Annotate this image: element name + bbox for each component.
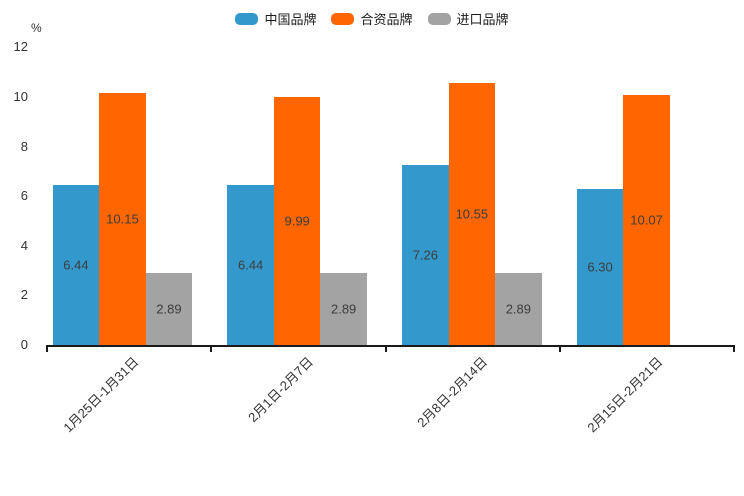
bar-china-brand-0[interactable]: 6.44 xyxy=(52,185,100,345)
x-axis-tick-mark xyxy=(209,347,212,352)
legend-item-import-brand[interactable]: 进口品牌 xyxy=(427,9,509,28)
x-category-label-2: 2月8日-2月14日 xyxy=(414,354,491,431)
bar-value-label: 9.99 xyxy=(284,213,310,229)
x-category-label-1: 2月1日-2月7日 xyxy=(244,354,316,426)
y-tick-label: 0 xyxy=(20,337,28,352)
bar-joint-venture-brand-1[interactable]: 9.99 xyxy=(273,97,321,345)
x-axis-tick-mark xyxy=(559,347,562,352)
legend-label-import-brand: 进口品牌 xyxy=(456,12,509,27)
legend-item-china-brand[interactable]: 中国品牌 xyxy=(235,9,316,28)
x-axis-tick-mark xyxy=(733,347,735,352)
y-axis-unit-label: % xyxy=(31,21,42,35)
bar-value-label: 10.55 xyxy=(455,206,489,222)
bar-value-label: 10.07 xyxy=(630,212,663,228)
y-tick-label: 8 xyxy=(20,138,28,154)
bar-joint-venture-brand-3[interactable]: 10.07 xyxy=(623,95,670,345)
y-tick-label: 4 xyxy=(20,237,28,253)
bar-value-label: 6.30 xyxy=(587,259,613,275)
bar-import-brand-1[interactable]: 2.89 xyxy=(320,273,367,345)
y-tick-label: 2 xyxy=(20,287,28,303)
bar-value-label: 7.26 xyxy=(412,247,438,263)
y-tick-label: 12 xyxy=(13,39,28,55)
legend-label-joint-venture-brand: 合资品牌 xyxy=(360,12,413,27)
x-axis-tick-mark xyxy=(46,347,48,352)
x-category-label-3: 2月15日-2月21日 xyxy=(584,354,666,436)
bar-import-brand-2[interactable]: 2.89 xyxy=(495,273,542,345)
bar-joint-venture-brand-0[interactable]: 10.15 xyxy=(99,93,146,345)
legend-item-joint-venture-brand[interactable]: 合资品牌 xyxy=(331,9,413,28)
bar-china-brand-2[interactable]: 7.26 xyxy=(402,164,449,345)
bar-value-label: 10.15 xyxy=(106,211,139,227)
legend-label-china-brand: 中国品牌 xyxy=(264,12,317,27)
x-category-label-0: 1月25日-1月31日 xyxy=(60,354,142,436)
y-tick-label: 10 xyxy=(13,89,28,104)
legend-swatch-import-brand xyxy=(427,12,451,25)
legend-swatch-joint-venture-brand xyxy=(331,12,355,25)
bar-value-label: 6.44 xyxy=(63,257,89,273)
x-axis-line xyxy=(46,345,735,347)
bar-joint-venture-brand-2[interactable]: 10.55 xyxy=(448,83,496,345)
bar-import-brand-0[interactable]: 2.89 xyxy=(145,273,193,345)
chart-legend: 中国品牌 合资品牌 进口品牌 xyxy=(0,9,744,28)
y-tick-label: 6 xyxy=(20,188,28,204)
bar-value-label: 2.89 xyxy=(156,301,182,317)
bar-value-label: 2.89 xyxy=(330,301,357,317)
bar-value-label: 6.44 xyxy=(237,257,264,273)
bar-value-label: 2.89 xyxy=(505,301,531,317)
bar-china-brand-1[interactable]: 6.44 xyxy=(227,185,274,345)
legend-swatch-china-brand xyxy=(235,12,259,25)
bar-china-brand-3[interactable]: 6.30 xyxy=(576,188,624,345)
x-axis-tick-mark xyxy=(384,347,387,352)
